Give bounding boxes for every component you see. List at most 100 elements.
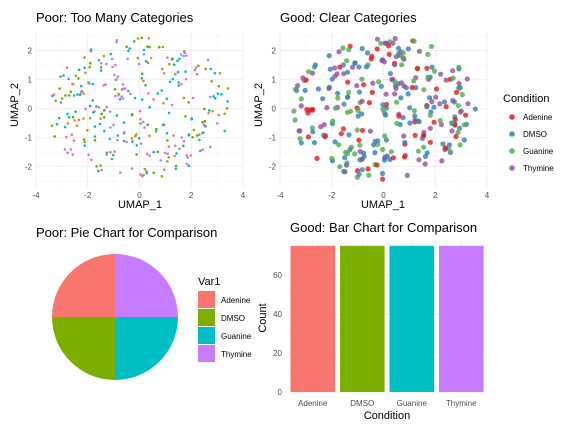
tl-point bbox=[66, 122, 70, 125]
tl-point bbox=[202, 131, 205, 134]
tl-point bbox=[148, 154, 151, 158]
tl-point bbox=[185, 162, 188, 166]
br-ytick-label: 0 bbox=[278, 388, 283, 397]
tr-point bbox=[347, 147, 353, 153]
tl-point bbox=[71, 115, 75, 119]
tl-point bbox=[117, 92, 120, 96]
tl-point bbox=[129, 92, 132, 96]
tr-point bbox=[393, 85, 399, 91]
tl-point bbox=[99, 69, 103, 72]
legend-key-adenine bbox=[509, 114, 515, 120]
tl-point bbox=[53, 135, 56, 138]
tl-point bbox=[174, 72, 177, 76]
tr-point bbox=[367, 128, 373, 134]
tr-point bbox=[449, 120, 455, 126]
tl-point bbox=[162, 102, 165, 105]
tl-point bbox=[125, 45, 128, 49]
tr-point bbox=[345, 69, 351, 75]
br-xtick-label-guanine: Guanine bbox=[397, 399, 428, 408]
tr-point bbox=[450, 97, 456, 104]
tl-point bbox=[172, 134, 175, 137]
tr-point bbox=[404, 172, 410, 178]
tr-point bbox=[336, 49, 342, 55]
tr-ytick-label: -1 bbox=[269, 134, 277, 143]
tl-ytick-label: -1 bbox=[25, 134, 33, 143]
tr-point bbox=[309, 70, 316, 76]
tl-point bbox=[182, 54, 185, 58]
tl-point bbox=[99, 66, 103, 69]
tl-point bbox=[177, 81, 180, 84]
tl-point bbox=[115, 114, 119, 117]
tl-point bbox=[58, 87, 61, 90]
tl-point bbox=[160, 67, 164, 71]
grid-tl bbox=[35, 33, 244, 187]
points-tr bbox=[291, 36, 478, 182]
pie-slice-adenine bbox=[52, 254, 115, 317]
tr-point bbox=[364, 50, 371, 56]
tl-point bbox=[172, 63, 176, 66]
tl-point bbox=[99, 62, 103, 65]
tr-point bbox=[449, 128, 455, 134]
legend-condition: Condition Adenine DMSO Guanine Thymine bbox=[503, 93, 554, 173]
tl-point bbox=[207, 111, 210, 115]
tl-point bbox=[77, 68, 81, 72]
tr-point bbox=[453, 133, 459, 140]
tl-point bbox=[116, 138, 119, 142]
tr-point bbox=[359, 45, 365, 52]
tl-point bbox=[72, 139, 76, 142]
tr-point bbox=[291, 108, 297, 114]
tl-point bbox=[110, 57, 114, 61]
tr-point bbox=[298, 96, 304, 102]
tr-point bbox=[429, 99, 435, 105]
tl-point bbox=[62, 74, 65, 77]
tr-point bbox=[402, 139, 408, 145]
tr-point bbox=[302, 87, 308, 93]
tr-point bbox=[420, 132, 427, 138]
tl-point bbox=[97, 59, 101, 62]
tl-point bbox=[93, 135, 97, 138]
tr-point bbox=[295, 83, 301, 89]
tr-point bbox=[392, 79, 398, 85]
tl-point bbox=[130, 113, 134, 117]
ticks-br: 0 20 40 60 Adenine DMSO Guanine Thymine bbox=[273, 271, 477, 408]
xlabel-tl: UMAP_1 bbox=[118, 199, 162, 211]
tl-point bbox=[192, 128, 196, 132]
tr-point bbox=[431, 119, 437, 125]
tl-point bbox=[148, 106, 151, 109]
tl-point bbox=[187, 101, 190, 104]
tr-point bbox=[332, 105, 339, 111]
tl-point bbox=[187, 164, 191, 167]
tl-point bbox=[220, 93, 223, 96]
tl-point bbox=[145, 171, 148, 175]
tr-point bbox=[464, 76, 470, 82]
br-xtick-label-thymine: Thymine bbox=[446, 399, 477, 408]
tl-point bbox=[57, 116, 61, 120]
tr-point bbox=[338, 131, 344, 137]
tl-point bbox=[155, 127, 158, 131]
tl-point bbox=[80, 89, 84, 93]
tl-point bbox=[166, 56, 169, 59]
tr-point bbox=[355, 107, 361, 114]
tr-point bbox=[416, 48, 423, 55]
tr-point bbox=[344, 58, 350, 64]
tl-point bbox=[63, 148, 67, 151]
tl-point bbox=[184, 78, 188, 81]
tl-point bbox=[168, 62, 171, 66]
tl-point bbox=[193, 68, 197, 72]
tl-point bbox=[140, 174, 144, 178]
tl-point bbox=[76, 93, 79, 96]
tr-point bbox=[359, 167, 365, 173]
tl-point bbox=[100, 168, 104, 172]
tl-point bbox=[157, 45, 161, 49]
tl-point bbox=[162, 72, 166, 75]
tr-point bbox=[352, 151, 358, 157]
tl-point bbox=[210, 80, 213, 83]
tr-point bbox=[425, 51, 431, 58]
tl-point bbox=[156, 150, 160, 154]
tl-point bbox=[112, 123, 115, 127]
tl-point bbox=[140, 72, 144, 75]
tl-point bbox=[137, 62, 141, 66]
tr-point bbox=[344, 109, 350, 115]
tl-point bbox=[209, 67, 213, 71]
tl-point bbox=[147, 37, 150, 40]
